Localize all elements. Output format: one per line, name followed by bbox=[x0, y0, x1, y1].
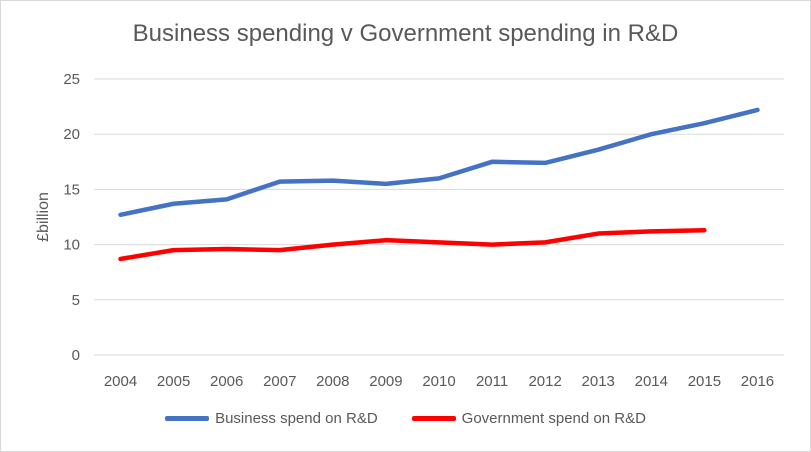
y-tick-label-10: 10 bbox=[63, 237, 80, 254]
y-axis-label: £billion bbox=[35, 192, 52, 242]
series-line-0 bbox=[118, 107, 760, 218]
legend-swatch-government bbox=[411, 416, 456, 421]
y-tick-label-5: 5 bbox=[72, 292, 80, 309]
legend-item-government: Government spend on R&D bbox=[411, 410, 646, 427]
x-tick-labels: 2004 2005 2006 2007 2008 2009 2010 2011 2012 2013… bbox=[104, 373, 774, 390]
y-tick-label-0: 0 bbox=[72, 347, 80, 364]
x-tick-label-2008: 2008 bbox=[316, 373, 349, 390]
x-tick-label-2015: 2015 bbox=[688, 373, 721, 390]
series-lines bbox=[118, 107, 760, 262]
gridlines bbox=[94, 78, 784, 356]
legend-label-business: Business spend on R&D bbox=[215, 410, 378, 427]
x-tick-label-2006: 2006 bbox=[210, 373, 243, 390]
y-tick-label-25: 25 bbox=[63, 71, 80, 88]
y-tick-labels: 0 5 10 15 20 25 bbox=[63, 71, 80, 364]
x-tick-label-2007: 2007 bbox=[263, 373, 296, 390]
x-tick-label-2005: 2005 bbox=[157, 373, 190, 390]
chart-title: Business spending v Government spending … bbox=[132, 20, 679, 47]
y-tick-label-15: 15 bbox=[63, 181, 80, 198]
x-tick-label-2013: 2013 bbox=[582, 373, 615, 390]
x-tick-label-2011: 2011 bbox=[476, 373, 508, 390]
x-tick-label-2009: 2009 bbox=[369, 373, 402, 390]
series-line-1 bbox=[118, 227, 707, 262]
x-tick-label-2014: 2014 bbox=[635, 373, 668, 390]
legend-label-government: Government spend on R&D bbox=[461, 410, 646, 427]
legend: Business spend on R&D Government spend o… bbox=[0, 410, 811, 427]
x-tick-label-2016: 2016 bbox=[741, 373, 774, 390]
y-tick-label-20: 20 bbox=[63, 126, 80, 143]
x-tick-label-2004: 2004 bbox=[104, 373, 137, 390]
legend-swatch-business bbox=[165, 416, 210, 421]
x-tick-label-2010: 2010 bbox=[422, 373, 455, 390]
x-tick-label-2012: 2012 bbox=[528, 373, 561, 390]
legend-item-business: Business spend on R&D bbox=[165, 410, 378, 427]
